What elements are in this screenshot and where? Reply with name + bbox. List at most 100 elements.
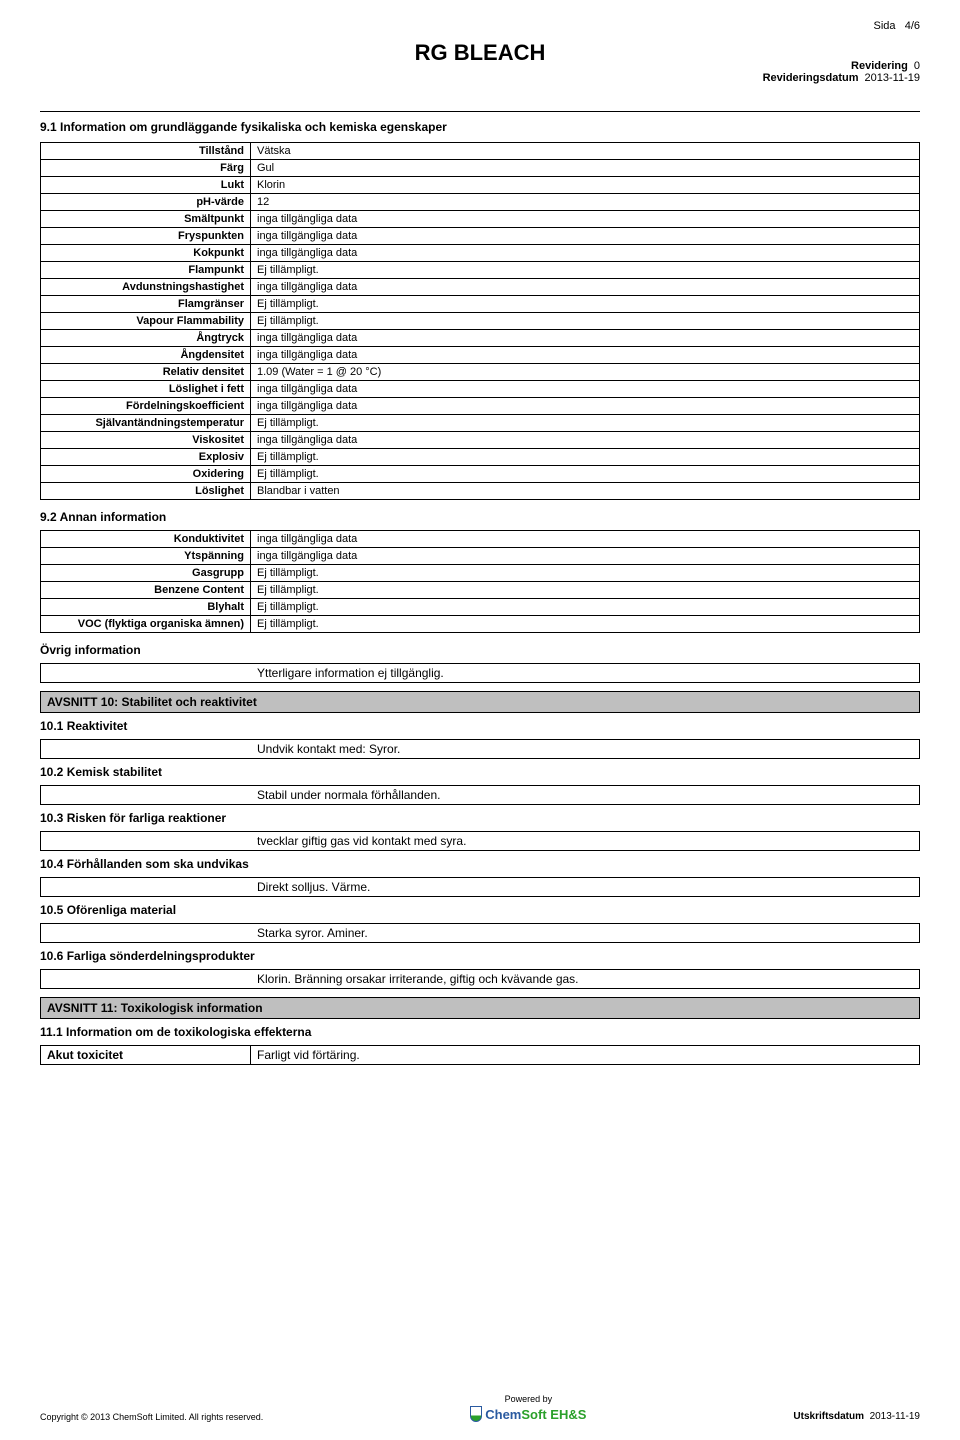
section-10-1-box: Undvik kontakt med: Syror.	[40, 739, 920, 759]
property-value: inga tillgängliga data	[251, 381, 920, 398]
table-row: VOC (flyktiga organiska ämnen)Ej tillämp…	[41, 616, 920, 633]
table-row: FlampunktEj tillämpligt.	[41, 262, 920, 279]
section-10-5-title: 10.5 Oförenliga material	[40, 903, 920, 917]
property-value: 1.09 (Water = 1 @ 20 °C)	[251, 364, 920, 381]
table-row: Fryspunkteninga tillgängliga data	[41, 228, 920, 245]
property-key: Självantändningstemperatur	[41, 415, 251, 432]
revision-block: Revidering 0 Revideringsdatum 2013-11-19	[763, 60, 920, 84]
property-key: Explosiv	[41, 449, 251, 466]
table-row: BlyhaltEj tillämpligt.	[41, 599, 920, 616]
property-value: Ej tillämpligt.	[251, 449, 920, 466]
property-key: Vapour Flammability	[41, 313, 251, 330]
section-9-1-title: 9.1 Information om grundläggande fysikal…	[40, 120, 920, 134]
revision-label: Revidering	[851, 60, 908, 72]
property-value: Klorin	[251, 177, 920, 194]
property-value: Ej tillämpligt.	[251, 313, 920, 330]
physical-properties-table: TillståndVätskaFärgGulLuktKlorinpH-värde…	[40, 142, 920, 500]
property-value: inga tillgängliga data	[251, 548, 920, 565]
footer-print-date: Utskriftsdatum 2013-11-19	[793, 1411, 920, 1422]
footer-copyright: Copyright © 2013 ChemSoft Limited. All r…	[40, 1412, 263, 1422]
property-key: Fryspunkten	[41, 228, 251, 245]
table-row: LöslighetBlandbar i vatten	[41, 483, 920, 500]
section-10-3-box: tvecklar giftig gas vid kontakt med syra…	[40, 831, 920, 851]
table-row: Smältpunktinga tillgängliga data	[41, 211, 920, 228]
property-value: Ej tillämpligt.	[251, 415, 920, 432]
table-row: SjälvantändningstemperaturEj tillämpligt…	[41, 415, 920, 432]
property-value: Ej tillämpligt.	[251, 296, 920, 313]
table-row: GasgruppEj tillämpligt.	[41, 565, 920, 582]
property-key: Avdunstningshastighet	[41, 279, 251, 296]
section-10-1-value: Undvik kontakt med: Syror.	[257, 742, 913, 756]
section-11-1-title: 11.1 Information om de toxikologiska eff…	[40, 1025, 920, 1039]
property-key: Gasgrupp	[41, 565, 251, 582]
table-row: Viskositetinga tillgängliga data	[41, 432, 920, 449]
property-key: VOC (flyktiga organiska ämnen)	[41, 616, 251, 633]
property-value: inga tillgängliga data	[251, 245, 920, 262]
section-10-2-value: Stabil under normala förhållanden.	[257, 788, 913, 802]
property-value: Ej tillämpligt.	[251, 466, 920, 483]
property-key: Viskositet	[41, 432, 251, 449]
revision-date-value: 2013-11-19	[865, 72, 920, 84]
property-value: Ej tillämpligt.	[251, 616, 920, 633]
property-key: Löslighet i fett	[41, 381, 251, 398]
property-key: Tillstånd	[41, 143, 251, 160]
chemsoft-logo: ChemSoft EH&S	[470, 1406, 586, 1422]
section-10-5-box: Starka syror. Aminer.	[40, 923, 920, 943]
section-10-4-title: 10.4 Förhållanden som ska undvikas	[40, 857, 920, 871]
table-row: Löslighet i fettinga tillgängliga data	[41, 381, 920, 398]
property-value: inga tillgängliga data	[251, 211, 920, 228]
property-value: 12	[251, 194, 920, 211]
table-row: Benzene ContentEj tillämpligt.	[41, 582, 920, 599]
section-11-bar: AVSNITT 11: Toxikologisk information	[40, 997, 920, 1019]
property-value: Vätska	[251, 143, 920, 160]
table-row: TillståndVätska	[41, 143, 920, 160]
table-row: Kokpunktinga tillgängliga data	[41, 245, 920, 262]
property-key: Löslighet	[41, 483, 251, 500]
table-row: Fördelningskoefficientinga tillgängliga …	[41, 398, 920, 415]
property-value: inga tillgängliga data	[251, 279, 920, 296]
property-value: Gul	[251, 160, 920, 177]
footer-powered-by: Powered by	[505, 1394, 553, 1404]
section-10-3-value: tvecklar giftig gas vid kontakt med syra…	[257, 834, 913, 848]
section-10-6-box: Klorin. Bränning orsakar irriterande, gi…	[40, 969, 920, 989]
revision-date-label: Revideringsdatum	[763, 72, 859, 84]
section-10-2-title: 10.2 Kemisk stabilitet	[40, 765, 920, 779]
property-key: pH-värde	[41, 194, 251, 211]
property-key: Ytspänning	[41, 548, 251, 565]
table-row: Ångtryckinga tillgängliga data	[41, 330, 920, 347]
property-key: Flamgränser	[41, 296, 251, 313]
table-row: FlamgränserEj tillämpligt.	[41, 296, 920, 313]
logo-chem: Chem	[485, 1407, 521, 1422]
property-value: Ej tillämpligt.	[251, 262, 920, 279]
section-10-bar: AVSNITT 10: Stabilitet och reaktivitet	[40, 691, 920, 713]
property-key: Smältpunkt	[41, 211, 251, 228]
property-value: Ej tillämpligt.	[251, 582, 920, 599]
property-value: inga tillgängliga data	[251, 432, 920, 449]
table-row: Relativ densitet1.09 (Water = 1 @ 20 °C)	[41, 364, 920, 381]
acute-toxicity-row: Akut toxicitet Farligt vid förtäring.	[40, 1045, 920, 1065]
property-key: Färg	[41, 160, 251, 177]
table-row: Ytspänninginga tillgängliga data	[41, 548, 920, 565]
property-value: Ej tillämpligt.	[251, 565, 920, 582]
section-10-4-value: Direkt solljus. Värme.	[257, 880, 913, 894]
property-key: Lukt	[41, 177, 251, 194]
page-number: Sida 4/6	[874, 20, 921, 32]
section-10-5-value: Starka syror. Aminer.	[257, 926, 913, 940]
property-key: Blyhalt	[41, 599, 251, 616]
property-value: inga tillgängliga data	[251, 330, 920, 347]
acute-toxicity-label: Akut toxicitet	[41, 1046, 251, 1064]
table-row: Avdunstningshastighetinga tillgängliga d…	[41, 279, 920, 296]
property-value: Ej tillämpligt.	[251, 599, 920, 616]
property-key: Kokpunkt	[41, 245, 251, 262]
print-date-label: Utskriftsdatum	[793, 1411, 864, 1422]
flask-icon	[470, 1406, 482, 1422]
section-9-2-title: 9.2 Annan information	[40, 510, 920, 524]
table-row: ExplosivEj tillämpligt.	[41, 449, 920, 466]
property-key: Konduktivitet	[41, 531, 251, 548]
table-row: FärgGul	[41, 160, 920, 177]
section-10-2-box: Stabil under normala förhållanden.	[40, 785, 920, 805]
acute-toxicity-value: Farligt vid förtäring.	[251, 1046, 919, 1064]
property-value: inga tillgängliga data	[251, 531, 920, 548]
table-row: LuktKlorin	[41, 177, 920, 194]
table-row: OxideringEj tillämpligt.	[41, 466, 920, 483]
